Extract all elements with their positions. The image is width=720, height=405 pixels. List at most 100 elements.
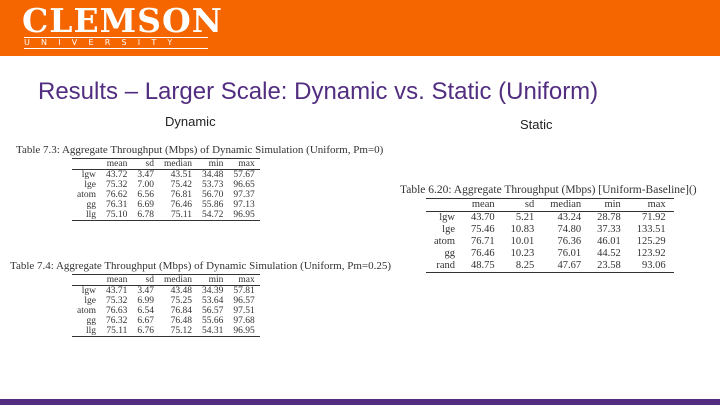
table-cell: 23.58	[597, 260, 621, 271]
column-header: max	[238, 275, 255, 285]
table-cell: 43.51	[170, 170, 192, 180]
row-label: atom	[77, 306, 96, 316]
column-header	[72, 159, 101, 170]
table-cell: 10.83	[510, 224, 535, 235]
table-cell: 96.95	[233, 210, 255, 220]
column-header: sd	[524, 199, 535, 210]
row-label: rand	[436, 260, 455, 271]
column-header: sd	[145, 275, 154, 285]
column-header: min	[208, 275, 224, 285]
table-row: lgw 43.70 5.21 43.24 28.78 71.92	[426, 212, 674, 225]
row-label: llg	[85, 326, 96, 336]
table-cell: 97.68	[233, 316, 255, 326]
table-cell: 96.95	[233, 326, 255, 336]
table-cell: 6.69	[137, 200, 154, 210]
table-row: lgw 43.72 3.47 43.51 34.48 57.67	[72, 170, 260, 181]
table-cell: 54.31	[201, 326, 224, 336]
column-header: median	[164, 275, 192, 285]
table-7-3: Table 7.3: Aggregate Throughput (Mbps) o…	[16, 144, 383, 221]
table-cell: 76.32	[106, 316, 128, 326]
table-cell: 125.29	[636, 236, 666, 247]
table-cell: 55.86	[201, 200, 224, 210]
row-label: lge	[84, 296, 96, 306]
table-caption: Table 7.4: Aggregate Throughput (Mbps) o…	[10, 260, 392, 272]
row-label: gg	[86, 316, 97, 326]
table-cell: 44.52	[597, 248, 621, 259]
column-header: mean	[106, 159, 128, 169]
table-cell: 10.23	[510, 248, 535, 259]
table-cell: 76.62	[106, 190, 128, 200]
table-cell: 6.67	[137, 316, 154, 326]
row-label: gg	[86, 200, 97, 210]
table-row: lge 75.32 6.99 75.25 53.64 96.57	[72, 296, 260, 306]
table-cell: 123.92	[636, 248, 666, 259]
table-cell: 56.70	[201, 190, 224, 200]
table-cell: 48.75	[471, 260, 495, 271]
table-caption: Table 6.20: Aggregate Throughput (Mbps) …	[400, 184, 697, 196]
table-row: rand 48.75 8.25 47.67 23.58 93.06	[426, 260, 674, 273]
row-label: lgw	[81, 170, 96, 180]
column-header: median	[164, 159, 192, 169]
column-header: mean	[471, 199, 495, 210]
table-cell: 76.63	[106, 306, 128, 316]
table-row: atom 76.63 6.54 76.84 56.57 97.51	[72, 306, 260, 316]
clemson-logo: CLEMSON UNIVERSITY	[22, 1, 223, 49]
table-cell: 43.70	[471, 212, 495, 223]
table-cell: 57.81	[233, 286, 255, 296]
table-cell: 74.80	[557, 224, 582, 235]
table-cell: 47.67	[557, 260, 582, 271]
table-cell: 43.24	[557, 212, 582, 223]
table-cell: 75.11	[170, 210, 192, 220]
table-cell: 75.32	[106, 180, 128, 190]
table-row: llg 75.11 6.76 75.12 54.31 96.95	[72, 326, 260, 337]
static-label: Static	[520, 117, 553, 132]
table-header-row: mean sd median min max	[72, 274, 260, 286]
table-cell: 75.12	[170, 326, 192, 336]
table-cell: 7.00	[137, 180, 154, 190]
table-cell: 10.01	[510, 236, 535, 247]
table-cell: 76.46	[471, 248, 495, 259]
table-cell: 96.57	[233, 296, 255, 306]
table-cell: 133.51	[636, 224, 666, 235]
row-label: lge	[442, 224, 455, 235]
table-cell: 76.01	[557, 248, 582, 259]
table-cell: 34.39	[201, 286, 224, 296]
row-label: lgw	[439, 212, 455, 223]
table-cell: 3.47	[137, 170, 154, 180]
table-cell: 46.01	[597, 236, 621, 247]
table-row: gg 76.32 6.67 76.48 55.66 97.68	[72, 316, 260, 326]
column-header: min	[604, 199, 621, 210]
table-cell: 53.64	[201, 296, 224, 306]
table-cell: 97.13	[233, 200, 255, 210]
slide-title: Results – Larger Scale: Dynamic vs. Stat…	[38, 78, 599, 105]
table-cell: 54.72	[201, 210, 224, 220]
dynamic-label: Dynamic	[165, 114, 216, 129]
table-cell: 96.65	[233, 180, 255, 190]
footer-bar	[0, 399, 720, 405]
column-header: max	[647, 199, 666, 210]
table-cell: 6.54	[137, 306, 154, 316]
table-cell: 6.99	[137, 296, 154, 306]
table-cell: 76.36	[557, 236, 582, 247]
table-cell: 76.71	[471, 236, 495, 247]
row-label: atom	[434, 236, 455, 247]
table-row: gg 76.46 10.23 76.01 44.52 123.92	[426, 248, 674, 260]
table-cell: 53.73	[201, 180, 224, 190]
table-cell: 6.78	[137, 210, 154, 220]
column-header	[426, 199, 463, 212]
logo-wordmark: CLEMSON	[22, 1, 223, 40]
data-table: mean sd median min max lgw 43.72 3.47 43.51 34.48…	[72, 158, 260, 221]
table-7-4: Table 7.4: Aggregate Throughput (Mbps) o…	[10, 260, 391, 337]
table-cell: 97.37	[233, 190, 255, 200]
table-row: gg 76.31 6.69 76.46 55.86 97.13	[72, 200, 260, 210]
table-cell: 76.48	[170, 316, 192, 326]
data-table: mean sd median min max lgw 43.70 5.21 43.24 28.78…	[426, 198, 674, 273]
data-table: mean sd median min max lgw 43.71 3.47 43.48 34.39…	[72, 274, 260, 337]
row-label: gg	[444, 248, 456, 259]
table-cell: 76.31	[106, 200, 128, 210]
table-cell: 75.42	[170, 180, 192, 190]
table-header-row: mean sd median min max	[426, 198, 674, 212]
table-cell: 75.10	[106, 210, 128, 220]
table-row: llg 75.10 6.78 75.11 54.72 96.95	[72, 210, 260, 221]
column-header: median	[550, 199, 582, 210]
